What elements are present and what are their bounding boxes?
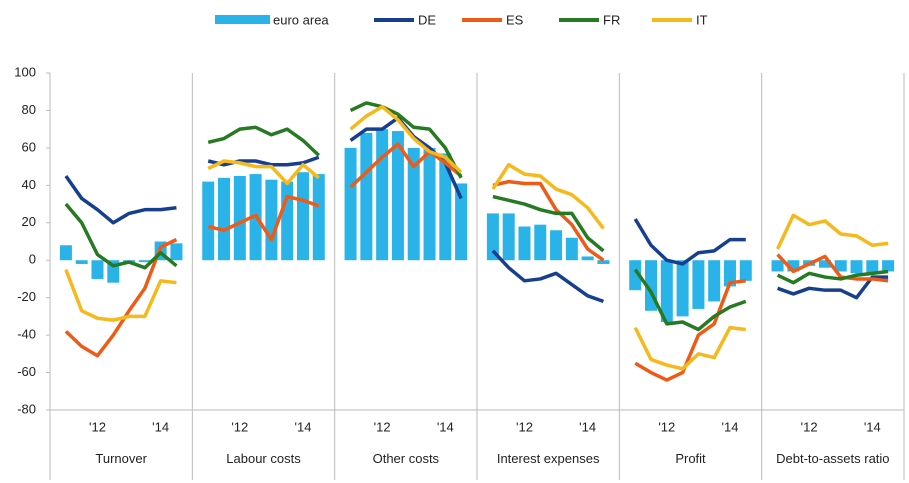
bar [265,179,278,261]
bar [565,237,578,261]
line [207,155,320,167]
bar [138,260,151,263]
bar [676,260,689,317]
line [64,202,178,270]
line [491,249,605,304]
line [349,104,463,174]
line [64,174,177,225]
bar [581,256,594,261]
x-tick-label: '14 [437,419,454,434]
bar [75,260,88,264]
bar [486,213,499,261]
line [776,253,889,283]
bar [597,260,610,264]
y-tick-label: 40 [22,177,36,192]
bar [170,243,183,261]
bar [360,132,373,261]
y-tick-label: -60 [17,364,36,379]
line [492,179,605,262]
x-tick-label: '12 [231,419,248,434]
bar [376,129,389,261]
bar [882,260,895,272]
bar [834,260,847,272]
bar [439,153,452,261]
y-tick-label: 20 [22,214,36,229]
bar [296,172,309,261]
bar [692,260,705,309]
line [633,218,746,266]
panel-label: Interest expenses [496,451,600,466]
y-tick-label: 100 [14,64,36,79]
bar [787,260,800,272]
y-tick-label: 0 [29,252,36,267]
legend-label: euro area [273,12,329,27]
bar [723,260,736,287]
bar [866,260,879,274]
x-tick-label: '12 [89,419,106,434]
legend-label: FR [603,12,620,27]
x-tick-label: '14 [152,419,169,434]
y-tick-label: -40 [17,327,36,342]
x-tick-label: '12 [658,419,675,434]
bar [202,181,215,261]
line [775,213,889,250]
line [491,162,605,230]
bar [502,213,515,261]
x-tick-label: '12 [374,419,391,434]
bar [344,147,357,261]
panel-label: Other costs [372,451,440,466]
line [492,194,605,253]
x-tick-label: '12 [516,419,533,434]
line [634,279,746,382]
bar [233,175,246,261]
legend-label: DE [418,12,436,27]
line [776,269,889,285]
bar [771,260,784,272]
line [207,125,320,157]
bar [312,174,325,261]
bar [708,260,721,302]
bar [818,260,831,268]
bar [391,131,404,261]
bar [534,224,547,261]
line [633,268,747,332]
bar [518,226,531,261]
panel-label: Profit [675,451,706,466]
panel-label: Labour costs [226,451,301,466]
panel-label: Turnover [95,451,147,466]
x-tick-label: '14 [579,419,596,434]
bar [550,230,563,261]
bar [91,260,104,279]
bar [850,260,863,274]
line [64,268,177,322]
y-tick-label: -20 [17,289,36,304]
bar [218,177,231,261]
legend-swatch [215,15,270,24]
y-tick-label: 80 [22,102,36,117]
y-tick-label: 60 [22,139,36,154]
line [207,159,320,186]
bar [423,147,436,261]
bar [629,260,642,291]
x-tick-label: '12 [801,419,818,434]
bar [739,260,752,281]
y-tick-label: -80 [17,401,36,416]
bar [407,147,420,261]
x-tick-label: '14 [722,419,739,434]
legend-label: ES [506,12,524,27]
bar [660,260,673,323]
line [207,194,320,242]
line [633,325,746,371]
legend-label: IT [696,12,708,27]
line [349,142,463,189]
bar [281,181,294,261]
line [349,101,463,179]
bar [455,183,468,261]
bar [59,245,72,261]
x-tick-label: '14 [864,419,881,434]
x-tick-label: '14 [295,419,312,434]
panel-label: Debt-to-assets ratio [776,451,890,466]
